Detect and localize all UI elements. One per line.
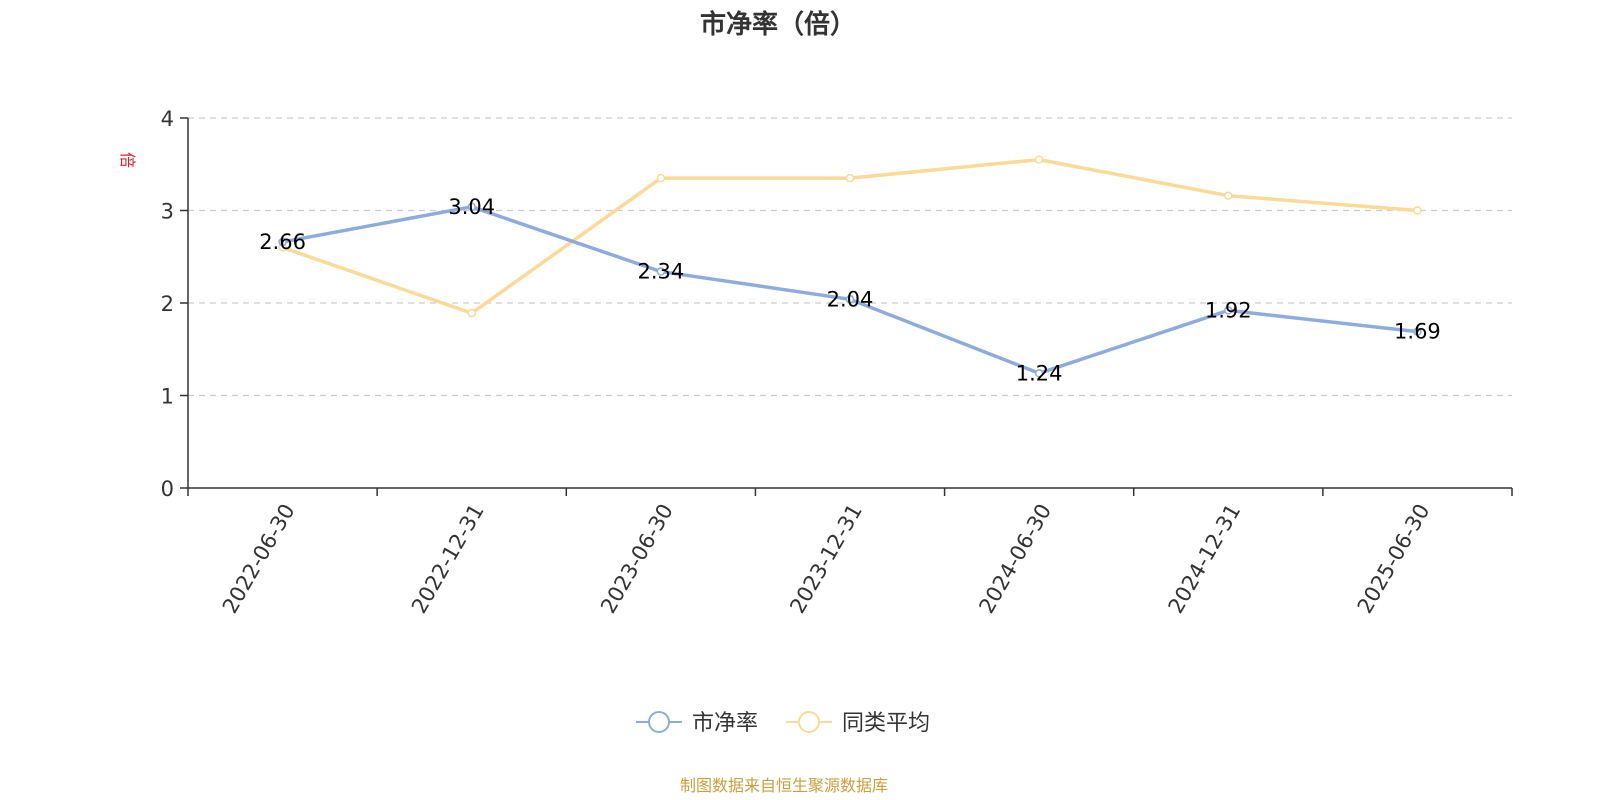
chart-title: 市净率（倍）	[700, 9, 856, 40]
data-point	[656, 267, 666, 276]
data-label: 1.24	[1016, 361, 1063, 385]
data-labels: 2.66 3.04 2.34 2.04 1.24 1.92 1.69	[259, 195, 1441, 385]
data-point	[1034, 369, 1044, 378]
y-tick-label: 3	[161, 200, 174, 224]
data-source-note: 制图数据来自恒生聚源数据库	[680, 776, 888, 795]
axes: 0 1 2 3 4 2022-06-30 2022-12-31 2023-06-30 2023-…	[161, 107, 1513, 618]
y-axis-unit-label: 倍	[118, 152, 137, 168]
legend-item-peer-average[interactable]: 同类平均	[786, 711, 930, 736]
data-label: 2.04	[827, 287, 874, 311]
legend-circle-icon	[648, 711, 670, 733]
x-tick-label: 2022-12-31	[407, 500, 489, 618]
legend-circle-icon	[798, 711, 820, 733]
legend-label: 同类平均	[842, 711, 930, 736]
data-point	[467, 308, 476, 318]
legend-label: 市净率	[692, 711, 758, 736]
x-tick-label: 2022-06-30	[218, 500, 300, 618]
x-tick-label: 2024-12-31	[1164, 500, 1246, 618]
data-label: 2.66	[259, 230, 306, 254]
data-point	[1224, 191, 1233, 200]
data-label: 3.04	[448, 195, 495, 219]
y-tick-label: 4	[161, 107, 174, 131]
data-label: 1.69	[1394, 320, 1441, 344]
series-lines	[278, 155, 1422, 378]
data-point	[656, 173, 666, 183]
data-label: 2.34	[637, 260, 684, 284]
data-point	[1413, 206, 1422, 215]
data-point	[845, 173, 855, 183]
data-point	[1224, 306, 1233, 315]
data-point	[1413, 327, 1422, 336]
legend[interactable]: 市净率 同类平均	[636, 711, 930, 736]
data-point	[278, 237, 287, 247]
data-point	[1034, 155, 1044, 164]
data-point	[845, 295, 855, 304]
data-label: 1.92	[1205, 298, 1252, 322]
y-tick-label: 1	[161, 385, 174, 409]
x-tick-label: 2024-06-30	[974, 500, 1056, 618]
grid-lines	[188, 117, 1512, 397]
x-tick-label: 2023-12-31	[785, 500, 867, 618]
legend-item-pb-ratio[interactable]: 市净率	[636, 711, 758, 736]
y-tick-label: 2	[161, 292, 174, 316]
x-tick-label: 2023-06-30	[596, 500, 678, 618]
x-tick-label: 2025-06-30	[1353, 500, 1435, 618]
data-point	[467, 202, 476, 212]
y-tick-label: 0	[161, 477, 174, 501]
